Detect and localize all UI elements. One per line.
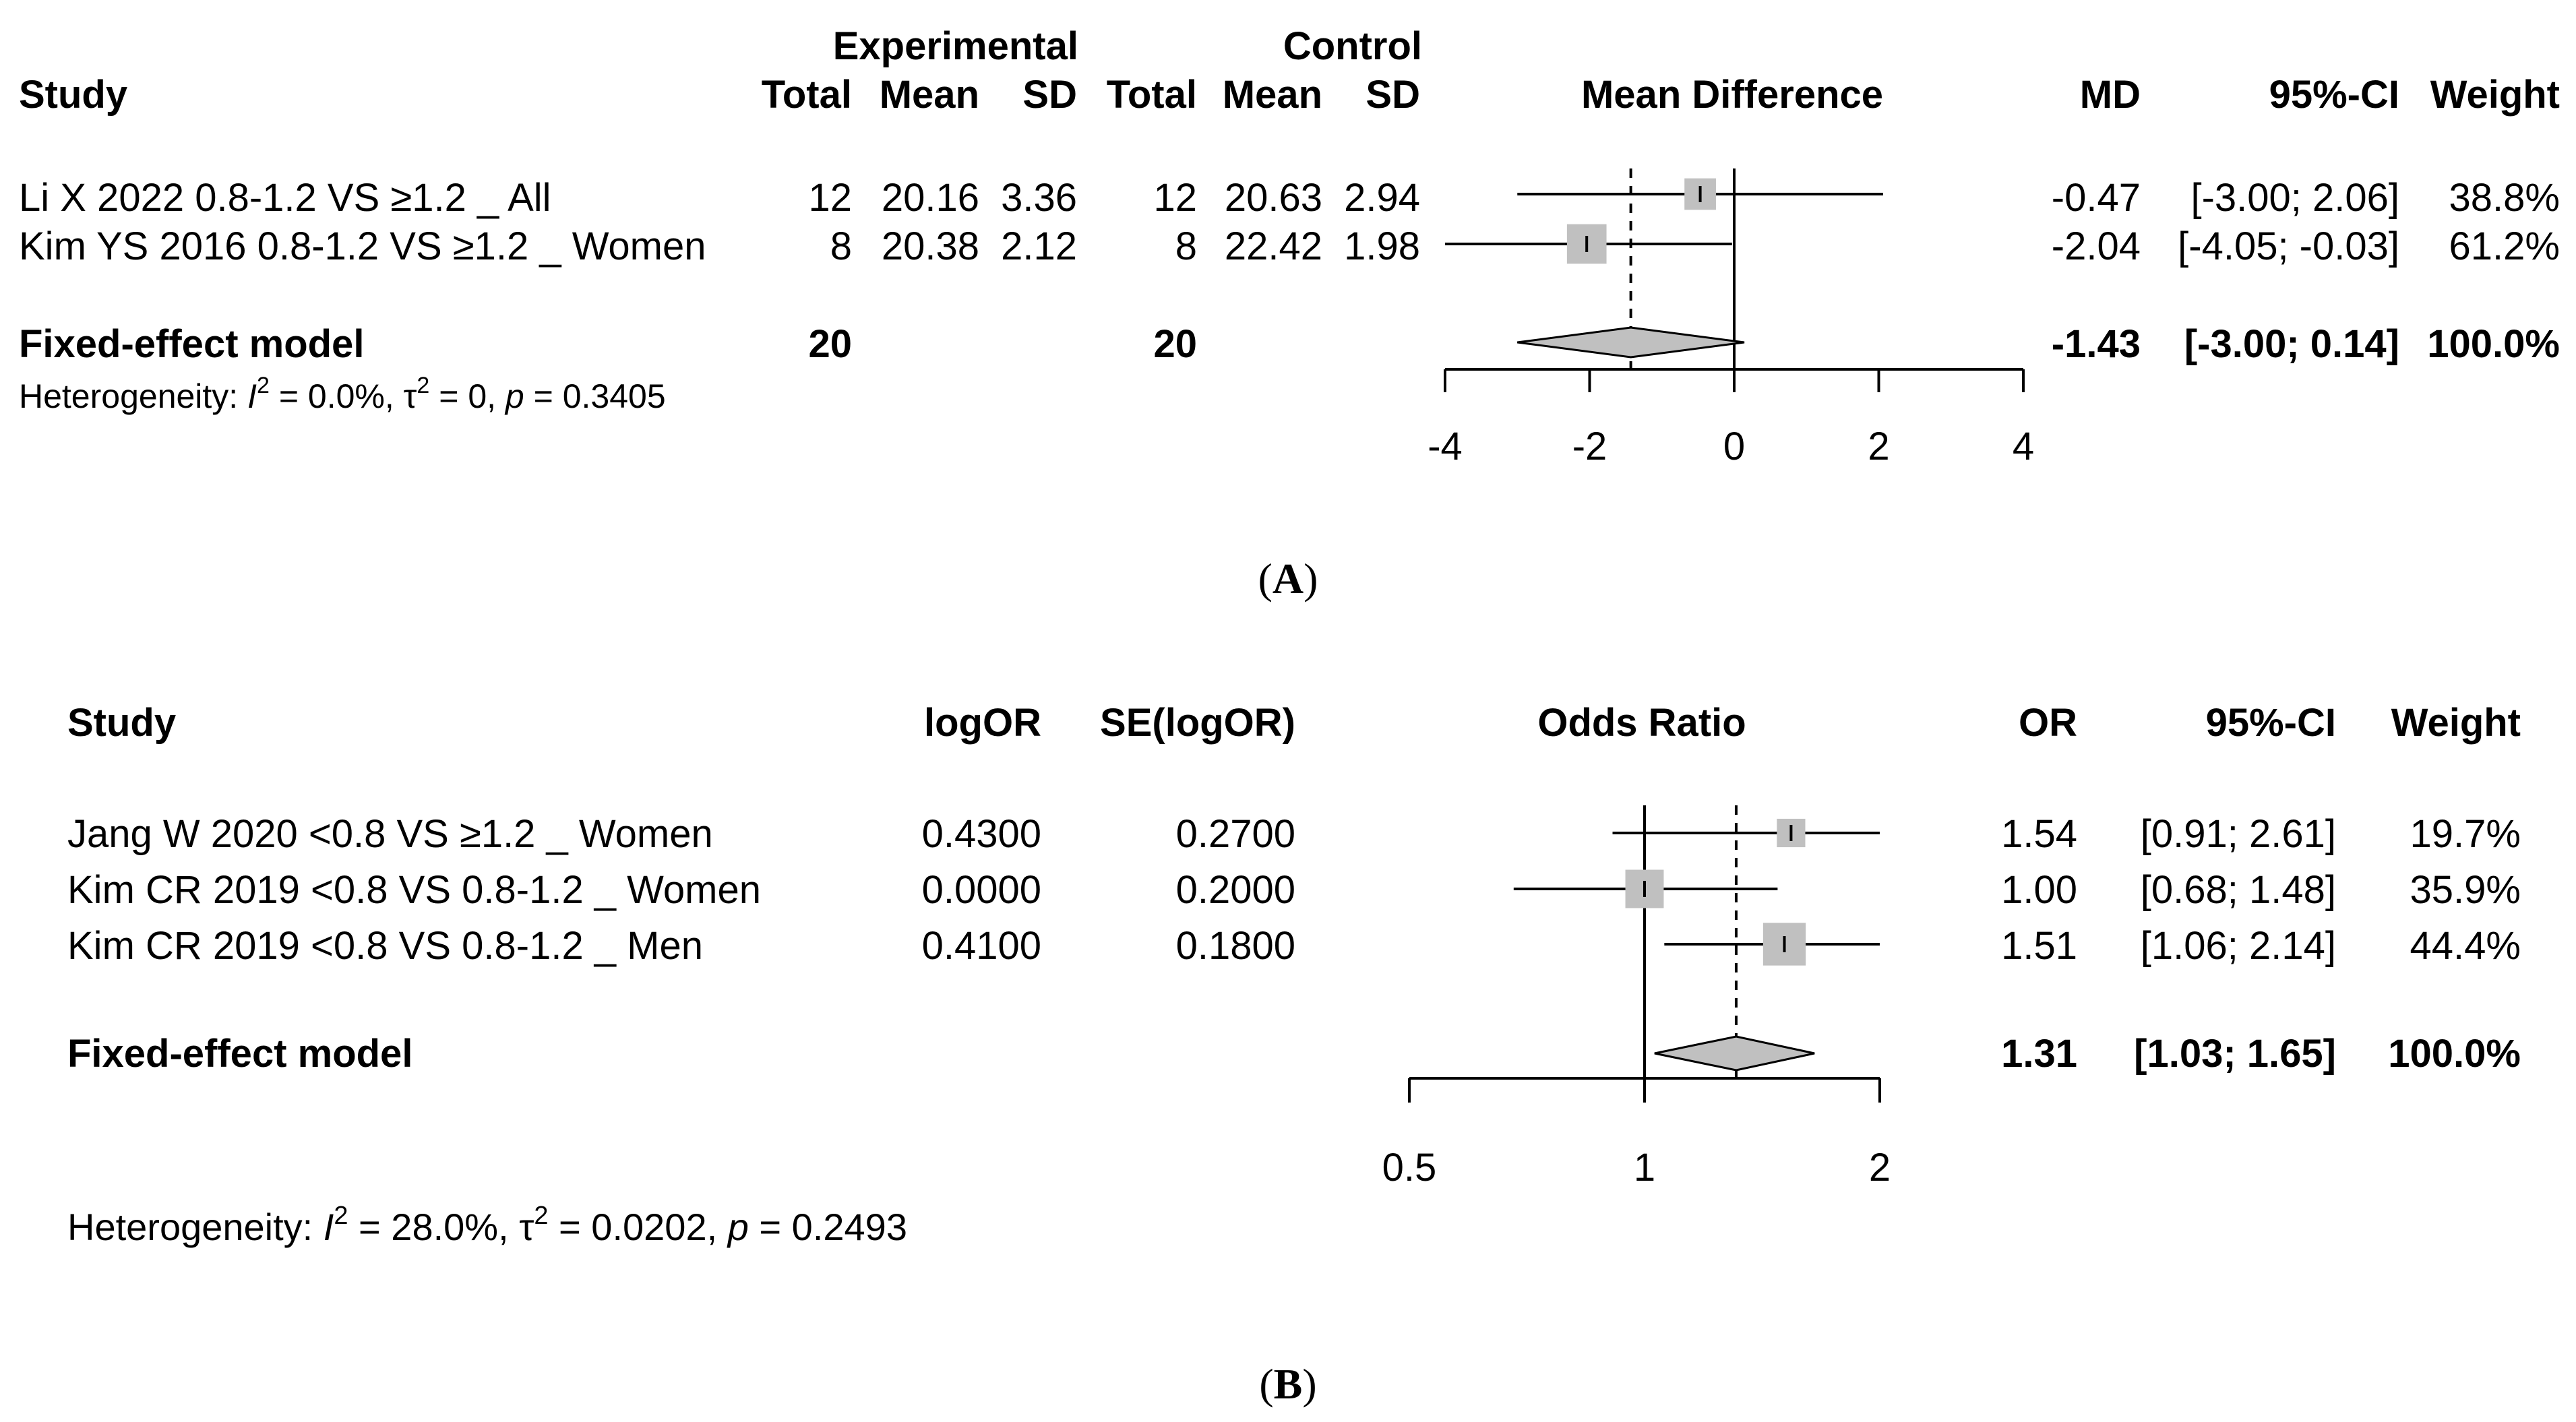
study-name: Kim CR 2019 <0.8 VS 0.8-1.2 _ Men	[67, 924, 703, 968]
model-row: Fixed-effect model 1.31 [1.03; 1.65] 100…	[67, 1032, 2521, 1076]
model-ci: [1.03; 1.65]	[2134, 1032, 2336, 1076]
panel-a: Experimental Control Study Total Mean SD…	[19, 24, 2560, 468]
x-tick-label: 0	[1723, 425, 1745, 468]
header-se: SE(logOR)	[1100, 701, 1295, 745]
plot-title-a: Mean Difference	[1581, 73, 1883, 117]
c-mean: 20.63	[1225, 176, 1322, 220]
header-or: OR	[2019, 701, 2077, 745]
ci-value: [-3.00; 2.06]	[2190, 176, 2399, 220]
c-sd: 1.98	[1344, 224, 1420, 268]
pooled-diamond	[1517, 326, 1745, 359]
study-row: Li X 2022 0.8-1.2 VS ≥1.2 _ All 12 20.16…	[19, 176, 2560, 220]
plot-title-b: Odds Ratio	[1537, 701, 1746, 745]
x-tick-label: 0.5	[1382, 1146, 1437, 1189]
header-ci-a: 95%-CI	[2269, 73, 2399, 117]
model-label: Fixed-effect model	[19, 322, 364, 366]
header-e-total: Total	[762, 73, 852, 117]
header-experimental: Experimental	[833, 24, 1078, 68]
md-value: -0.47	[2052, 176, 2141, 220]
caption-b: (B)	[1259, 1360, 1316, 1408]
logor-value: 0.0000	[922, 868, 1041, 912]
e-mean: 20.16	[882, 176, 979, 220]
weight-value: 38.8%	[2449, 176, 2560, 220]
e-sd: 2.12	[1001, 224, 1077, 268]
forest-plot-b: 0.5 1 2	[1382, 805, 1891, 1189]
model-c-total: 20	[1153, 322, 1197, 366]
c-mean: 22.42	[1225, 224, 1322, 268]
e-mean: 20.38	[882, 224, 979, 268]
x-tick-label: 2	[1869, 1146, 1891, 1189]
study-name: Kim YS 2016 0.8-1.2 VS ≥1.2 _ Women	[19, 224, 706, 268]
study-name: Jang W 2020 <0.8 VS ≥1.2 _ Women	[67, 812, 713, 856]
weight-value: 19.7%	[2410, 812, 2521, 856]
e-total: 8	[830, 224, 852, 268]
panel-b: Study logOR SE(logOR) Odds Ratio OR 95%-…	[67, 701, 2521, 1248]
model-row: Fixed-effect model 20 20 -1.43 [-3.00; 0…	[19, 322, 2560, 366]
weight-value: 61.2%	[2449, 224, 2560, 268]
se-value: 0.1800	[1176, 924, 1295, 968]
model-ci: [-3.00; 0.14]	[2184, 322, 2399, 366]
heterogeneity-b: Heterogeneity: I2 = 28.0%, τ2 = 0.0202, …	[67, 1202, 907, 1248]
ci-value: [-4.05; -0.03]	[2178, 224, 2399, 268]
c-total: 8	[1175, 224, 1197, 268]
study-row: Kim CR 2019 <0.8 VS 0.8-1.2 _ Women 0.00…	[67, 868, 2521, 912]
logor-value: 0.4100	[922, 924, 1041, 968]
header-c-sd: SD	[1366, 73, 1420, 117]
header-weight-b: Weight	[2391, 701, 2521, 745]
header-weight-a: Weight	[2430, 73, 2560, 117]
header-control: Control	[1283, 24, 1422, 68]
study-name: Kim CR 2019 <0.8 VS 0.8-1.2 _ Women	[67, 868, 761, 912]
header-md: MD	[2080, 73, 2141, 117]
study-row: Jang W 2020 <0.8 VS ≥1.2 _ Women 0.4300 …	[67, 812, 2521, 856]
se-value: 0.2700	[1176, 812, 1295, 856]
md-value: -2.04	[2052, 224, 2141, 268]
header-ci-b: 95%-CI	[2206, 701, 2336, 745]
model-label: Fixed-effect model	[67, 1032, 412, 1076]
se-value: 0.2000	[1176, 868, 1295, 912]
logor-value: 0.4300	[922, 812, 1041, 856]
c-sd: 2.94	[1344, 176, 1420, 220]
model-e-total: 20	[808, 322, 852, 366]
header-logor: logOR	[924, 701, 1041, 745]
x-tick-label: 4	[2013, 425, 2034, 468]
weight-value: 44.4%	[2410, 924, 2521, 968]
x-tick-label: 2	[1868, 425, 1889, 468]
ci-value: [0.68; 1.48]	[2141, 868, 2336, 912]
caption-a: (A)	[1258, 555, 1318, 602]
model-md: -1.43	[2052, 322, 2141, 366]
header-e-mean: Mean	[880, 73, 979, 117]
forest-plot-a: -4 -2 0 2 4	[1428, 168, 2034, 468]
header-e-sd: SD	[1022, 73, 1077, 117]
x-tick-label: 1	[1634, 1146, 1655, 1189]
pooled-diamond	[1654, 1035, 1815, 1072]
header-study-b: Study	[67, 701, 176, 745]
e-sd: 3.36	[1001, 176, 1077, 220]
x-tick-label: -4	[1428, 425, 1463, 468]
study-row: Kim CR 2019 <0.8 VS 0.8-1.2 _ Men 0.4100…	[67, 924, 2521, 968]
header-c-total: Total	[1107, 73, 1197, 117]
e-total: 12	[808, 176, 852, 220]
x-tick-label: -2	[1572, 425, 1607, 468]
model-weight: 100.0%	[2427, 322, 2560, 366]
study-name: Li X 2022 0.8-1.2 VS ≥1.2 _ All	[19, 176, 551, 220]
header-c-mean: Mean	[1223, 73, 1322, 117]
ci-value: [1.06; 2.14]	[2141, 924, 2336, 968]
or-value: 1.54	[2001, 812, 2077, 856]
heterogeneity-a: Heterogeneity: I2 = 0.0%, τ2 = 0, p = 0.…	[19, 373, 666, 415]
weight-value: 35.9%	[2410, 868, 2521, 912]
c-total: 12	[1153, 176, 1197, 220]
model-weight: 100.0%	[2388, 1032, 2521, 1076]
or-value: 1.00	[2001, 868, 2077, 912]
study-row: Kim YS 2016 0.8-1.2 VS ≥1.2 _ Women 8 20…	[19, 224, 2560, 268]
model-or: 1.31	[2001, 1032, 2077, 1076]
header-study: Study	[19, 73, 127, 117]
or-value: 1.51	[2001, 924, 2077, 968]
ci-value: [0.91; 2.61]	[2141, 812, 2336, 856]
